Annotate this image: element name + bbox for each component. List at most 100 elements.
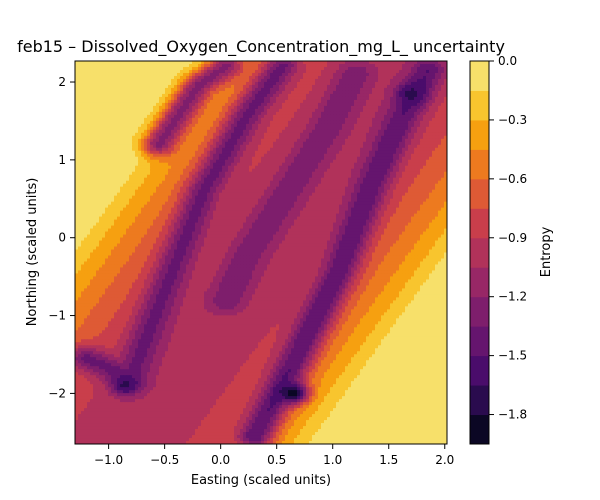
contour-cell [168,90,172,95]
contour-cell [303,174,307,179]
contour-cell [255,156,259,161]
contour-cell [417,174,421,179]
contour-cell [210,108,214,113]
contour-cell [126,162,130,167]
contour-cell [135,66,139,71]
contour-cell [78,72,82,77]
contour-cell [429,108,433,113]
contour-cell [444,144,447,149]
contour-cell [255,93,259,98]
contour-cell [153,126,157,131]
contour-cell [384,120,388,125]
contour-cell [204,177,208,182]
contour-cell [261,99,265,104]
contour-cell [153,84,157,89]
contour-cell [318,144,322,149]
contour-cell [426,90,430,95]
contour-cell [327,96,331,101]
contour-cell [300,93,304,98]
contour-cell [315,69,319,74]
contour-cell [426,135,430,140]
contour-cell [78,108,82,113]
contour-cell [357,111,361,116]
contour-cell [168,102,172,107]
contour-cell [243,78,247,83]
contour-cell [291,141,295,146]
contour-cell [213,78,217,83]
contour-cell [405,168,409,173]
contour-cell [393,156,397,161]
contour-cell [441,117,445,122]
contour-cell [150,165,154,170]
contour-cell [441,162,445,167]
contour-cell [279,165,283,170]
contour-cell [303,177,307,182]
contour-cell [345,66,349,71]
contour-cell [153,159,157,164]
contour-cell [228,177,232,182]
contour-cell [204,61,208,65]
contour-cell [171,159,175,164]
contour-cell [297,171,301,176]
contour-cell [378,156,382,161]
contour-cell [429,105,433,110]
contour-cell [180,162,184,167]
contour-cell [99,156,103,161]
contour-cell [327,159,331,164]
contour-cell [255,102,259,107]
contour-cell [135,78,139,83]
contour-cell [90,111,94,116]
contour-cell [225,75,229,80]
contour-cell [213,99,217,104]
contour-cell [282,99,286,104]
contour-cell [87,102,91,107]
contour-cell [267,174,271,179]
contour-cell [267,105,271,110]
contour-cell [393,87,397,92]
contour-cell [249,135,253,140]
contour-cell [123,66,127,71]
contour-cell [276,108,280,113]
contour-cell [312,66,316,71]
contour-cell [180,61,184,65]
contour-cell [285,123,289,128]
contour-cell [441,66,445,71]
contour-cell [93,165,97,170]
contour-cell [378,108,382,113]
contour-cell [168,123,172,128]
contour-cell [207,102,211,107]
contour-cell [312,171,316,176]
contour-cell [444,120,447,125]
contour-cell [135,144,139,149]
contour-cell [231,72,235,77]
contour-cell [234,111,238,116]
contour-cell [384,90,388,95]
contour-cell [432,72,436,77]
contour-cell [348,147,352,152]
contour-cell [357,75,361,80]
contour-cell [294,147,298,152]
contour-cell [105,165,109,170]
contour-cell [258,135,262,140]
contour-cell [78,171,82,176]
contour-cell [99,72,103,77]
contour-cell [228,159,232,164]
contour-cell [153,153,157,158]
contour-cell [315,72,319,77]
contour-cell [405,117,409,122]
contour-cell [312,114,316,119]
contour-cell [435,75,439,80]
contour-cell [291,114,295,119]
contour-cell [207,99,211,104]
contour-cell [297,126,301,131]
contour-cell [243,102,247,107]
contour-cell [150,117,154,122]
contour-cell [276,111,280,116]
contour-cell [150,63,154,68]
contour-cell [237,75,241,80]
contour-cell [402,72,406,77]
contour-cell [399,162,403,167]
contour-cell [93,69,97,74]
contour-cell [321,129,325,134]
contour-cell [192,153,196,158]
